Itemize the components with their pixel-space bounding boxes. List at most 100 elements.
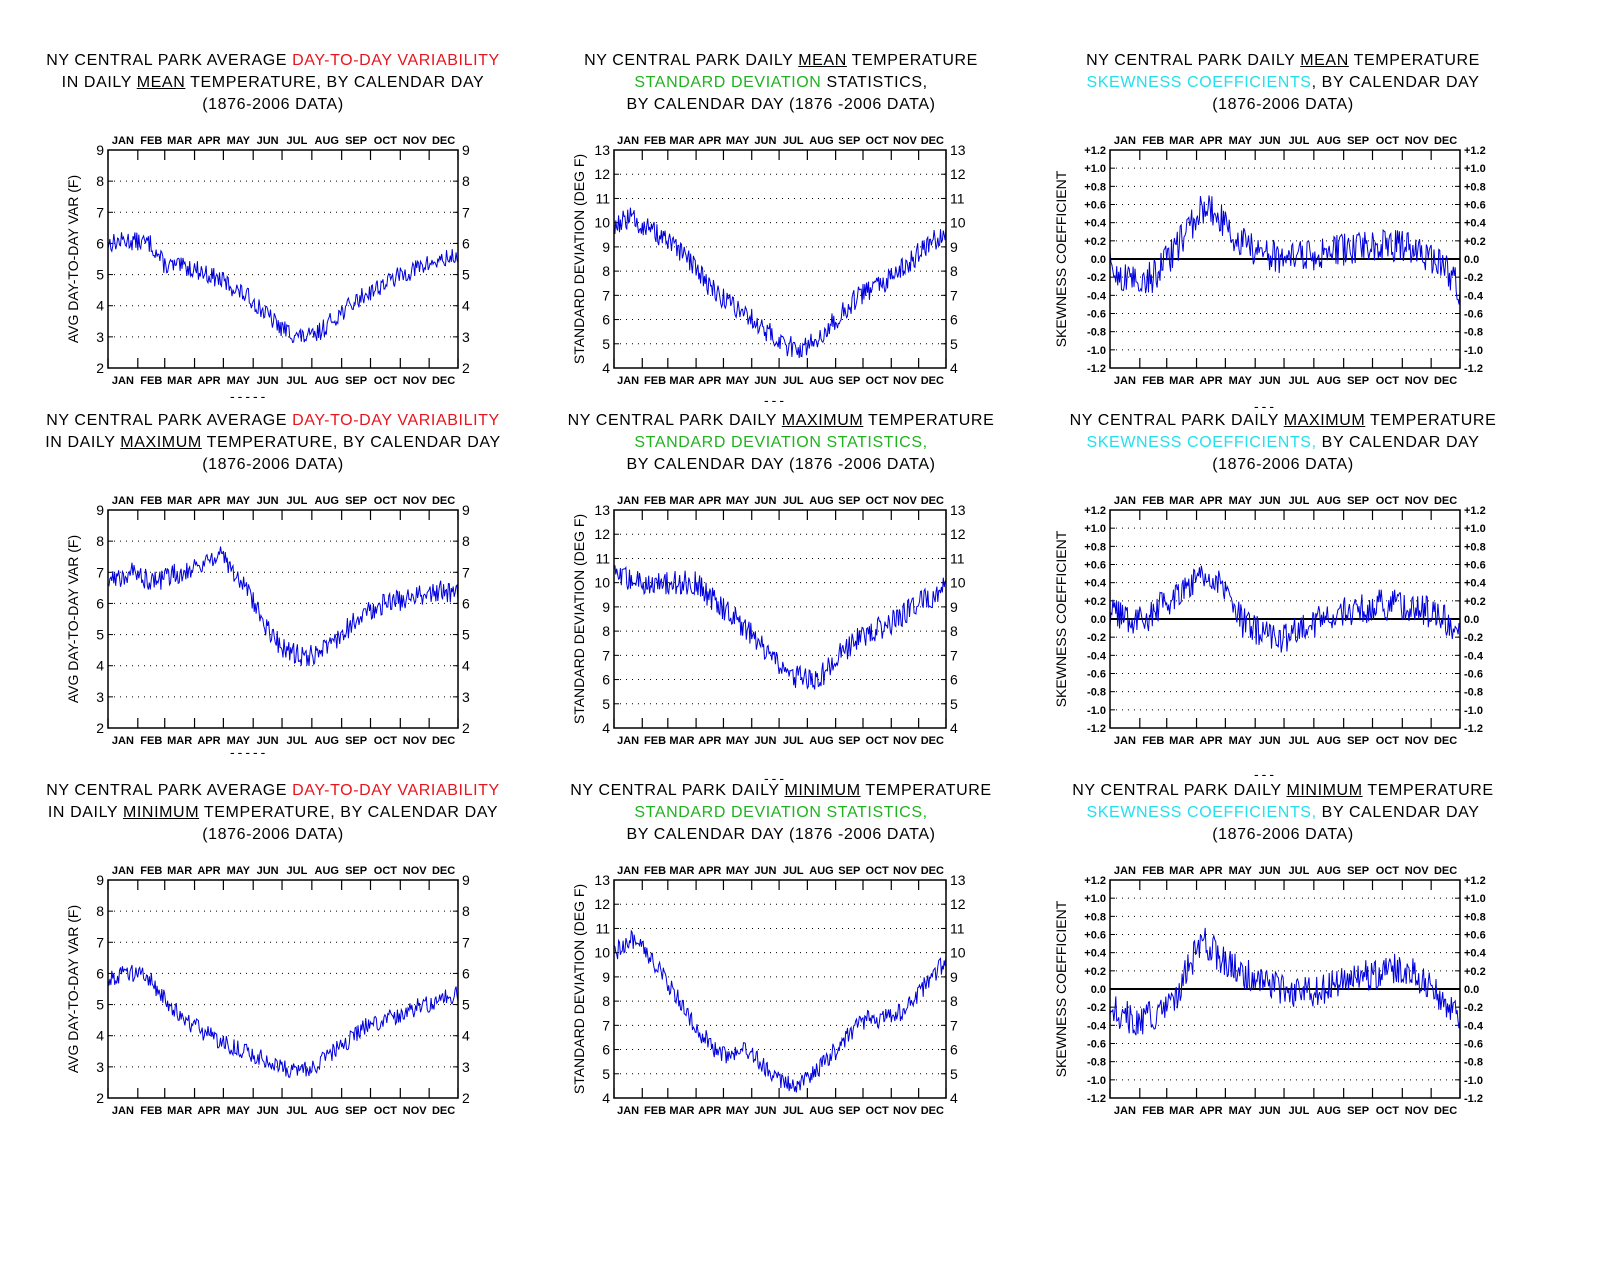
y-tick-label: 7 (462, 934, 470, 950)
chart-var-min: JAN JAN FEB FEB MAR MAR APR APR MAY MAY JUN JUN JUL J… (65, 865, 470, 1117)
title-segment: SKEWNESS COEFFICIENTS, (1086, 434, 1317, 451)
month-label: OCT (1376, 375, 1400, 387)
month-label: JAN (112, 375, 134, 387)
y-tick-label: -1.2 (1464, 1093, 1483, 1105)
y-tick-label: 6 (950, 312, 958, 328)
month-label: DEC (1434, 375, 1457, 387)
month-label: MAY (227, 375, 251, 387)
month-label: JAN (617, 495, 639, 507)
month-label: JAN (617, 1105, 639, 1117)
month-label: FEB (1142, 1105, 1164, 1117)
month-label: NOV (403, 735, 428, 747)
y-tick-label: 9 (950, 599, 958, 615)
month-label: APR (1199, 375, 1222, 387)
y-tick-label: 8 (96, 903, 104, 919)
y-tick-label: -0.6 (1464, 1039, 1483, 1051)
month-label: SEP (1347, 1105, 1369, 1117)
month-label: FEB (644, 495, 666, 507)
month-label: JUN (754, 735, 776, 747)
y-tick-label: 5 (462, 267, 470, 283)
title-segment: NY CENTRAL PARK DAILY (1069, 412, 1284, 429)
y-tick-label: 6 (950, 1042, 958, 1058)
y-tick-label: 0.0 (1091, 614, 1106, 626)
month-label: SEP (1347, 735, 1369, 747)
y-tick-label: 10 (950, 945, 966, 961)
month-label: SEP (345, 135, 367, 147)
y-tick-label: +1.0 (1084, 523, 1106, 535)
chart-title-line: SKEWNESS COEFFICIENTS, BY CALENDAR DAY (1048, 432, 1518, 454)
series-line (613, 207, 947, 359)
title-segment: (1876-2006 DATA) (1212, 96, 1354, 113)
month-label: JUL (783, 135, 804, 147)
chart-title-line: BY CALENDAR DAY (1876 -2006 DATA) (556, 454, 1006, 476)
y-tick-label: 6 (950, 672, 958, 688)
title-segment: TEMPERATURE (863, 412, 995, 429)
month-label: APR (197, 375, 220, 387)
month-label: JUL (783, 735, 804, 747)
month-label: APR (197, 1105, 220, 1117)
y-tick-label: 4 (96, 1028, 104, 1044)
y-tick-label: +1.0 (1464, 893, 1486, 905)
y-tick-label: -1.2 (1464, 363, 1483, 375)
title-segment: MINIMUM (1286, 782, 1363, 799)
title-segment: BY CALENDAR DAY (1316, 434, 1480, 451)
title-segment: NY CENTRAL PARK AVERAGE (46, 412, 293, 429)
month-label: NOV (403, 1105, 428, 1117)
series-line (1109, 565, 1461, 653)
y-tick-label: 13 (594, 502, 610, 518)
y-tick-label: -1.0 (1087, 705, 1106, 717)
y-tick-label: 8 (462, 533, 470, 549)
month-label: SEP (1347, 135, 1369, 147)
y-tick-label: +0.8 (1084, 181, 1106, 193)
y-tick-label: +0.2 (1464, 596, 1486, 608)
y-axis-label: STANDARD DEVIATION (DEG F) (571, 154, 587, 364)
month-label: MAR (669, 495, 694, 507)
y-tick-label: 8 (96, 533, 104, 549)
month-label: JUL (1289, 1105, 1310, 1117)
y-tick-label: 5 (602, 696, 610, 712)
title-segment: IN DAILY (47, 804, 123, 821)
y-axis-label: SKEWNESS COEFFICIENT (1053, 900, 1069, 1077)
month-label: AUG (315, 135, 339, 147)
series-line (107, 546, 459, 667)
y-axis-label: AVG DAY-TO-DAY VAR (F) (65, 905, 81, 1073)
y-axis-label: SKEWNESS COEFFICIENT (1053, 530, 1069, 707)
chart-var-max: JAN JAN FEB FEB MAR MAR APR APR MAY MAY JUN JUN JUL J… (65, 495, 470, 747)
y-tick-label: +1.0 (1464, 523, 1486, 535)
y-tick-label: -0.6 (1087, 1039, 1106, 1051)
month-label: NOV (1405, 495, 1430, 507)
month-label: SEP (1347, 495, 1369, 507)
y-axis-label: SKEWNESS COEFFICIENT (1053, 170, 1069, 347)
y-tick-label: 9 (602, 239, 610, 255)
y-tick-label: 11 (595, 550, 610, 566)
y-tick-label: 5 (950, 1066, 958, 1082)
y-tick-label: -1.0 (1087, 345, 1106, 357)
month-label: MAR (1169, 375, 1194, 387)
y-tick-label: 8 (950, 623, 958, 639)
month-label: NOV (1405, 865, 1430, 877)
y-tick-label: -0.2 (1464, 272, 1483, 284)
y-tick-label: -0.6 (1464, 669, 1483, 681)
y-tick-label: 10 (950, 575, 966, 591)
month-label: DEC (921, 865, 944, 877)
y-tick-label: 5 (462, 627, 470, 643)
chart-panel-var-min: NY CENTRAL PARK AVERAGE DAY-TO-DAY VARIA… (38, 780, 508, 1200)
title-segment: SKEWNESS COEFFICIENTS, (1086, 804, 1317, 821)
chart-title-line: NY CENTRAL PARK AVERAGE DAY-TO-DAY VARIA… (38, 780, 508, 802)
y-tick-label: 4 (462, 1028, 470, 1044)
month-label: FEB (1142, 735, 1164, 747)
month-label: MAY (227, 495, 251, 507)
month-label: AUG (809, 135, 833, 147)
month-label: FEB (140, 735, 162, 747)
month-label: AUG (1317, 865, 1341, 877)
title-segment: NY CENTRAL PARK DAILY (584, 52, 799, 69)
y-tick-label: +1.2 (1464, 875, 1486, 887)
y-tick-label: +0.8 (1084, 541, 1106, 553)
title-segment: TEMPERATURE (1362, 782, 1494, 799)
month-label: FEB (140, 375, 162, 387)
y-tick-label: -0.2 (1087, 632, 1106, 644)
series-line (1109, 927, 1461, 1036)
y-tick-label: 11 (595, 190, 610, 206)
y-tick-label: -0.2 (1464, 632, 1483, 644)
month-label: MAR (167, 135, 192, 147)
